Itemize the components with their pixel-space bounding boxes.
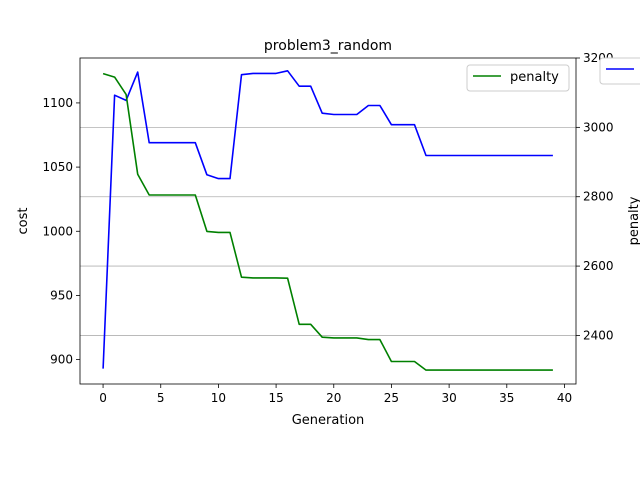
- legend-label-penalty: penalty: [510, 70, 559, 85]
- x-tick-label: 20: [326, 391, 341, 405]
- x-tick-label: 35: [499, 391, 514, 405]
- plot-frame: [79, 57, 577, 385]
- y-axis-label-right: penalty: [627, 196, 640, 245]
- y-tick-label-left: 1050: [42, 160, 73, 174]
- series-line-penalty: [102, 72, 553, 371]
- x-tick-label: 30: [441, 391, 456, 405]
- y-tick-label-left: 900: [50, 353, 73, 367]
- series-line-cost: [102, 70, 553, 369]
- y-tick-label-right: 2600: [583, 259, 614, 273]
- x-tick-label: 10: [211, 391, 226, 405]
- x-tick-label: 15: [268, 391, 283, 405]
- grid-lines: [80, 126, 576, 336]
- y-tick-label-left: 1000: [42, 224, 73, 238]
- y-tick-label-right: 2800: [583, 190, 614, 204]
- x-axis-label: Generation: [292, 413, 365, 428]
- y-tick-label-right: 3000: [583, 120, 614, 134]
- legend: penalty: [466, 64, 570, 92]
- y-tick-label-left: 950: [50, 288, 73, 302]
- x-tick-label: 25: [384, 391, 399, 405]
- chart-title: problem3_random: [264, 38, 392, 54]
- y-axis-label-left: cost: [16, 208, 31, 235]
- x-tick-label: 40: [557, 391, 572, 405]
- legend-partial: [599, 57, 640, 85]
- y-tick-label-right: 2400: [583, 328, 614, 342]
- legend-box-partial: [599, 57, 640, 85]
- y-tick-label-left: 1100: [42, 96, 73, 110]
- series-layer: [102, 70, 553, 371]
- axes: 0 5 10 15 20 25 30 35 40 900 950 1000 1050 1100 2400 26…: [42, 51, 613, 405]
- legend-box: [466, 64, 570, 92]
- x-tick-label: 0: [99, 391, 107, 405]
- x-tick-label: 5: [157, 391, 165, 405]
